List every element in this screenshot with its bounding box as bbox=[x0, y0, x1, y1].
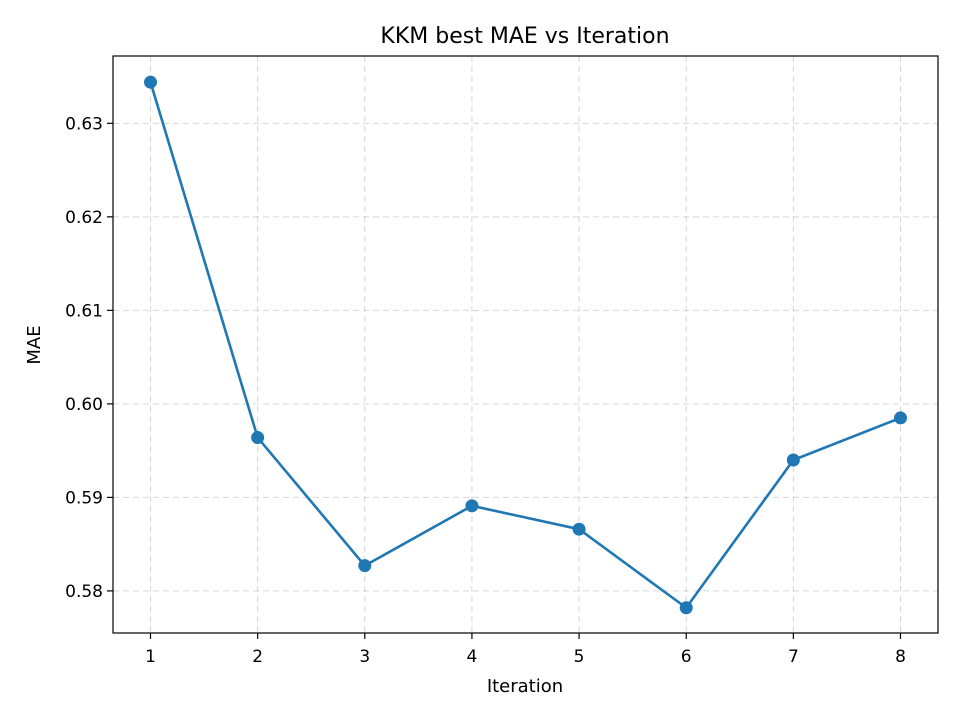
y-tick-label: 0.62 bbox=[65, 208, 103, 228]
data-point bbox=[358, 559, 372, 573]
y-tick-label: 0.59 bbox=[65, 488, 103, 508]
x-axis-label: Iteration bbox=[487, 676, 563, 697]
y-tick-label: 0.63 bbox=[65, 114, 103, 134]
y-axis-label: MAE bbox=[24, 325, 45, 364]
y-tick-label: 0.60 bbox=[65, 395, 103, 415]
x-tick-label: 4 bbox=[467, 647, 478, 667]
x-axis: 1 2 3 4 5 6 7 8 bbox=[145, 633, 906, 667]
y-tick-label: 0.58 bbox=[65, 582, 103, 602]
x-tick-label: 6 bbox=[681, 647, 692, 667]
x-tick-label: 3 bbox=[359, 647, 370, 667]
y-tick-label: 0.61 bbox=[65, 301, 103, 321]
plot-frame bbox=[112, 55, 939, 634]
data-point bbox=[679, 601, 693, 615]
chart-title: KKM best MAE vs Iteration bbox=[380, 24, 669, 49]
x-tick-label: 7 bbox=[788, 647, 799, 667]
y-axis: 0.58 0.59 0.60 0.61 0.62 0.63 bbox=[65, 114, 113, 602]
x-tick-label: 5 bbox=[574, 647, 585, 667]
markers bbox=[144, 75, 907, 615]
data-point bbox=[894, 411, 907, 425]
data-point bbox=[465, 499, 479, 513]
data-point bbox=[144, 75, 157, 89]
data-point bbox=[572, 522, 586, 536]
data-point bbox=[786, 453, 800, 467]
grid bbox=[113, 56, 938, 633]
x-tick-label: 2 bbox=[252, 647, 263, 667]
x-tick-label: 8 bbox=[895, 647, 906, 667]
x-tick-label: 1 bbox=[145, 647, 156, 667]
series-line bbox=[149, 81, 901, 610]
series-layer bbox=[149, 81, 901, 610]
data-point bbox=[251, 431, 265, 445]
